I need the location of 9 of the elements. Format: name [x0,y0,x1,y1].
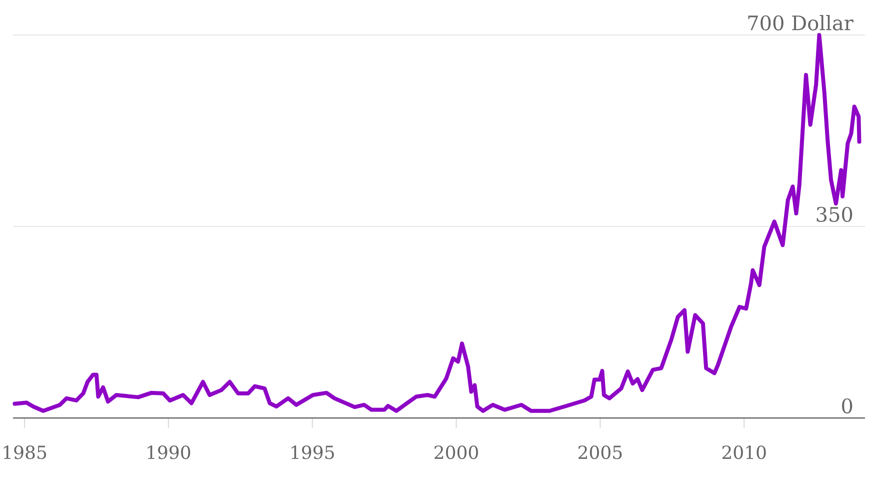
y-tick-label: 700 Dollar [748,14,854,30]
x-tick-label: 1995 [292,446,334,460]
x-tick-label: 1985 [4,446,46,460]
x-tick-label: 2000 [434,446,478,460]
x-tick-label: 2010 [722,446,766,460]
y-tick-label: 0 [842,398,852,414]
x-tick-label: 1990 [148,446,190,460]
y-tick-label: 350 [816,206,852,222]
x-tick-label: 2005 [578,446,622,460]
